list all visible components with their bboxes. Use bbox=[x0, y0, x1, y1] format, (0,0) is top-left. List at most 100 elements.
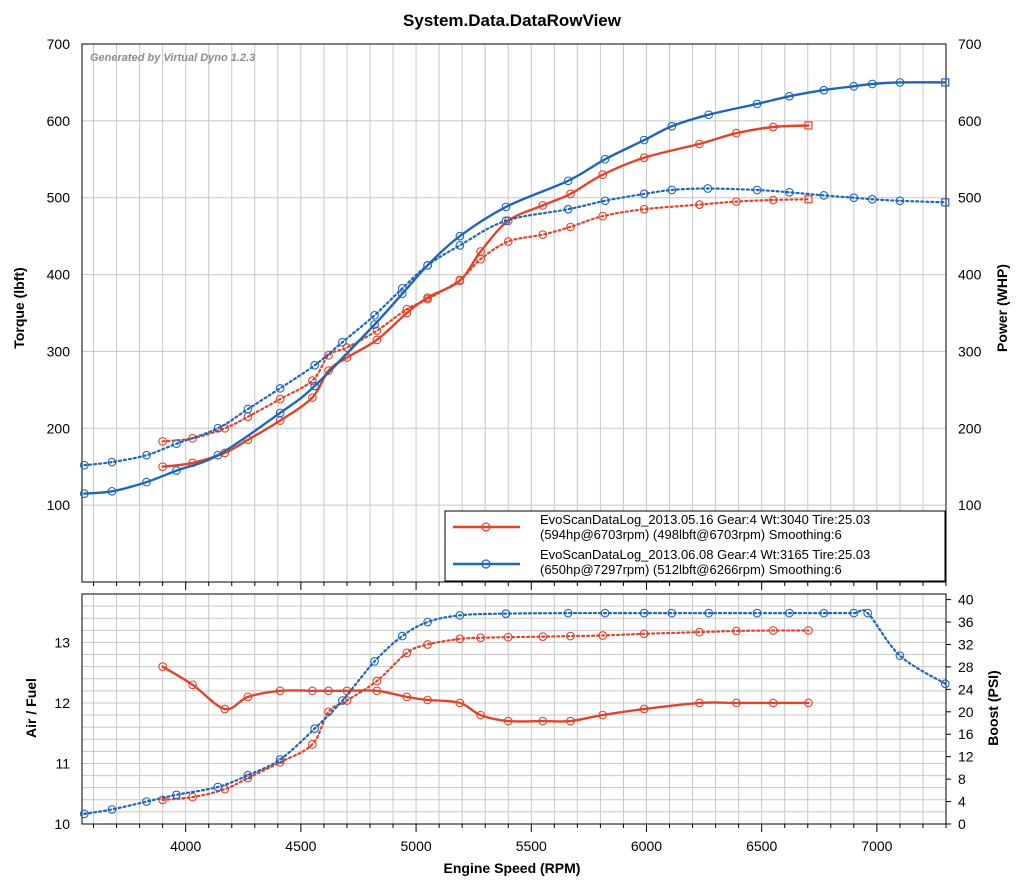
series-3 bbox=[79, 184, 950, 470]
data-point bbox=[243, 770, 253, 780]
data-point bbox=[598, 710, 608, 720]
data-point bbox=[213, 423, 223, 433]
data-point bbox=[600, 154, 610, 164]
x-tick-label: 7000 bbox=[861, 838, 892, 854]
data-point bbox=[308, 686, 317, 696]
data-point bbox=[940, 679, 950, 689]
data-point bbox=[79, 809, 89, 819]
y2-tick-label: 0 bbox=[958, 816, 966, 832]
data-point bbox=[563, 608, 573, 618]
y-tick-label: 500 bbox=[47, 190, 71, 206]
legend-red-line2: (594hp@6703rpm) (498lbft@6703rpm) Smooth… bbox=[540, 527, 842, 542]
data-point bbox=[804, 195, 813, 204]
watermark: Generated by Virtual Dyno 1.2.3 bbox=[90, 52, 255, 64]
bottom-y2-axis-title: Boost (PSI) bbox=[985, 670, 1001, 745]
data-point bbox=[703, 184, 713, 193]
data-point bbox=[731, 626, 741, 636]
data-point bbox=[158, 437, 167, 446]
data-point bbox=[639, 153, 649, 163]
data-point bbox=[188, 792, 197, 802]
y2-tick-label: 600 bbox=[958, 113, 982, 129]
series-line bbox=[161, 198, 810, 443]
y2-tick-label: 200 bbox=[958, 420, 982, 436]
data-point bbox=[402, 692, 412, 702]
data-point bbox=[455, 698, 465, 708]
data-point bbox=[213, 782, 223, 792]
y2-tick-label: 12 bbox=[958, 749, 974, 765]
data-point bbox=[849, 193, 859, 203]
bottom-y-axis-title: Air / Fuel bbox=[23, 678, 39, 738]
data-point bbox=[598, 211, 608, 221]
data-point bbox=[598, 631, 608, 640]
legend-blue-line1: EvoScanDataLog_2013.06.08 Gear:4 Wt:3165… bbox=[540, 547, 870, 562]
data-point bbox=[501, 216, 511, 226]
data-point bbox=[538, 230, 548, 239]
series-0 bbox=[158, 662, 813, 726]
data-point bbox=[784, 608, 794, 618]
legend-red-line1: EvoScanDataLog_2013.05.16 Gear:4 Wt:3040… bbox=[540, 512, 870, 527]
top-plot-frame bbox=[81, 43, 947, 583]
y2-tick-label: 24 bbox=[958, 681, 974, 697]
legend-blue-line2: (650hp@7297rpm) (512lbft@6266rpm) Smooth… bbox=[540, 562, 842, 577]
data-point bbox=[79, 489, 89, 498]
data-point bbox=[731, 128, 741, 138]
data-point bbox=[695, 698, 704, 708]
data-point bbox=[563, 204, 573, 214]
data-point bbox=[566, 716, 575, 726]
data-point bbox=[423, 695, 432, 705]
data-point bbox=[503, 716, 513, 726]
data-point bbox=[639, 704, 649, 714]
data-point bbox=[158, 662, 167, 671]
data-point bbox=[476, 633, 485, 643]
legend-marker-red bbox=[481, 522, 491, 532]
data-point bbox=[308, 739, 317, 749]
data-point bbox=[598, 170, 608, 180]
y-tick-label: 200 bbox=[47, 420, 71, 436]
top-grid bbox=[82, 43, 947, 582]
data-point bbox=[768, 195, 778, 205]
y-tick-label: 100 bbox=[47, 497, 71, 513]
y2-tick-label: 400 bbox=[958, 267, 982, 283]
series-2 bbox=[79, 78, 950, 498]
data-point bbox=[402, 648, 412, 658]
data-point bbox=[752, 185, 762, 195]
y-tick-label: 13 bbox=[54, 634, 70, 650]
data-point bbox=[220, 704, 230, 714]
data-point bbox=[867, 79, 877, 89]
top-panel: Generated by Virtual Dyno 1.2.3 100 200 30… bbox=[11, 36, 1010, 590]
y2-tick-label: 500 bbox=[958, 190, 982, 206]
data-point bbox=[455, 241, 465, 250]
x-tick-label: 5000 bbox=[401, 838, 432, 854]
data-point bbox=[849, 81, 859, 91]
data-point bbox=[213, 450, 223, 460]
y2-tick-label: 32 bbox=[958, 636, 974, 652]
data-point bbox=[784, 91, 794, 101]
data-point bbox=[941, 198, 950, 207]
data-point bbox=[695, 627, 704, 637]
data-point bbox=[503, 632, 513, 642]
data-point bbox=[338, 696, 347, 705]
data-point bbox=[804, 698, 813, 708]
y-tick-label: 11 bbox=[55, 755, 70, 771]
data-point bbox=[695, 139, 704, 149]
data-point bbox=[863, 608, 873, 618]
data-point bbox=[308, 376, 317, 385]
data-point bbox=[895, 196, 905, 206]
data-point bbox=[600, 608, 610, 618]
data-point bbox=[158, 795, 167, 805]
data-point bbox=[566, 222, 575, 232]
data-point bbox=[819, 191, 829, 200]
bottom-y-tick-labels: 10 11 12 13 bbox=[54, 634, 70, 832]
x-tick-label: 5500 bbox=[516, 838, 547, 854]
data-point bbox=[639, 135, 649, 145]
data-point bbox=[501, 609, 511, 618]
top-y2-axis-title: Power (WHP) bbox=[994, 264, 1010, 352]
legend: EvoScanDataLog_2013.05.16 Gear:4 Wt:3040… bbox=[444, 510, 946, 582]
bottom-plot-frame bbox=[81, 593, 947, 825]
data-point bbox=[275, 394, 285, 404]
data-point bbox=[639, 204, 649, 214]
data-point bbox=[107, 805, 117, 814]
y2-tick-label: 28 bbox=[958, 659, 974, 675]
y-tick-label: 600 bbox=[47, 113, 71, 129]
